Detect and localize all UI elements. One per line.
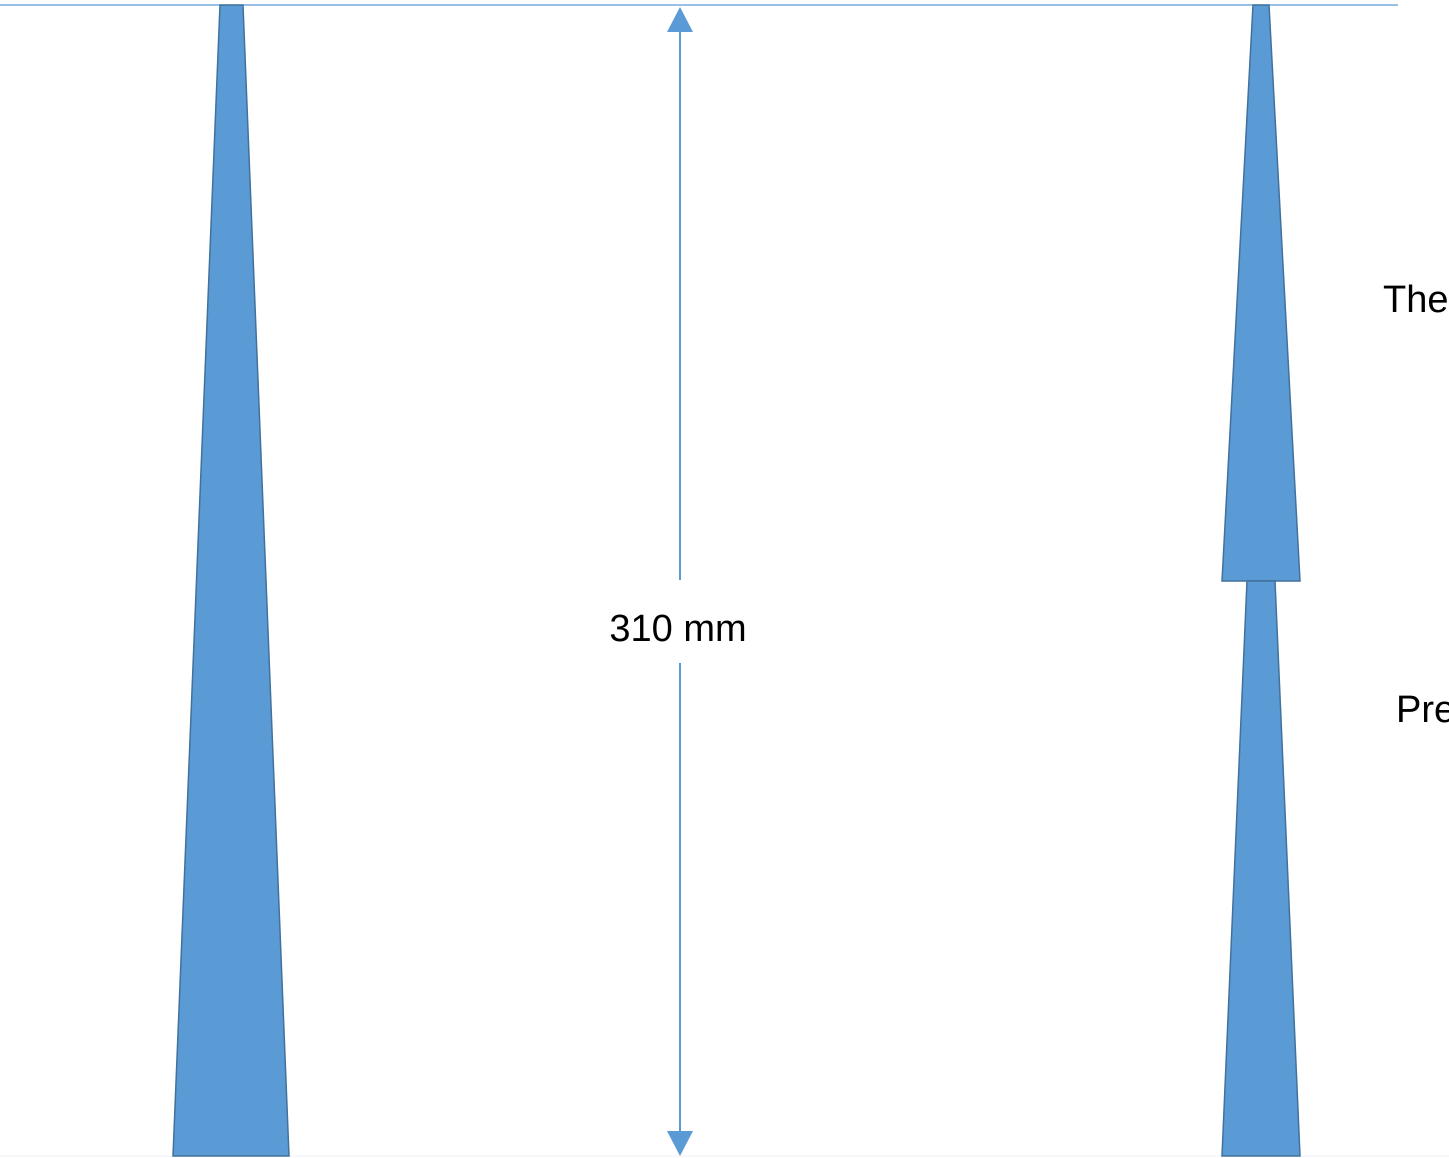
dimension-arrowhead-bottom (667, 1131, 693, 1156)
dimension-label: 310 mm (609, 608, 746, 650)
dimension-arrowhead-top (667, 7, 693, 32)
right-lower-segment (1221, 580, 1301, 1157)
lower-segment-label: Pre (1396, 689, 1449, 731)
upper-segment-label: The (1383, 279, 1448, 321)
right-upper-segment (1221, 4, 1301, 582)
left-tapered-shape (172, 4, 290, 1157)
